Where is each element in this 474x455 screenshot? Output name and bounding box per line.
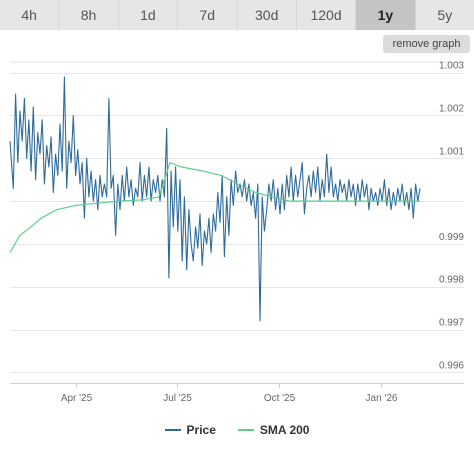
legend-item-sma-200[interactable]: SMA 200: [237, 423, 310, 437]
tab-1y[interactable]: 1y: [356, 0, 416, 30]
y-tick-label: 0.998: [439, 275, 464, 286]
x-tick-label: Oct '25: [264, 393, 296, 404]
chart-gridlines: [10, 61, 464, 384]
y-tick-label: 0.997: [439, 318, 464, 329]
y-tick-label: 0.999: [439, 232, 464, 243]
legend-swatch-price: [164, 429, 181, 431]
x-axis-ticks: Apr '25 Jul '25 Oct '25 Jan '26: [61, 383, 398, 404]
y-tick-label: 1.001: [439, 146, 464, 157]
tab-5y[interactable]: 5y: [437, 7, 453, 23]
price-chart: 0.996 0.997 0.998 0.999 1.001 1.002 1.003 Apr …: [9, 61, 464, 404]
tab-4h[interactable]: 4h: [0, 0, 60, 30]
x-tick-label: Jan '26: [366, 393, 398, 404]
y-tick-label: 0.996: [439, 360, 464, 371]
y-tick-label: 1.002: [439, 104, 464, 115]
tab-30d[interactable]: 30d: [238, 0, 297, 30]
legend-item-price[interactable]: Price: [164, 423, 216, 437]
tab-1d[interactable]: 1d: [119, 0, 179, 30]
legend-label-sma-200: SMA 200: [259, 423, 310, 437]
chart-series: [9, 76, 421, 322]
chart-legend: Price SMA 200: [0, 420, 474, 440]
tab-120d[interactable]: 120d: [297, 0, 357, 30]
tab-8h[interactable]: 8h: [59, 0, 119, 30]
x-tick-label: Jul '25: [163, 393, 192, 404]
remove-graph-button[interactable]: remove graph: [383, 35, 470, 53]
x-tick-label: Apr '25: [61, 393, 93, 404]
legend-swatch-sma-200: [237, 429, 254, 431]
tab-7d[interactable]: 7d: [178, 0, 238, 30]
y-tick-label: 1.003: [439, 61, 464, 72]
legend-label-price: Price: [186, 423, 216, 437]
y-axis-tick-labels: 0.996 0.997 0.998 0.999 1.001 1.002 1.003: [439, 61, 464, 372]
time-range-tabs: 4h 8h 1d 7d 30d 120d 1y 5y: [0, 0, 474, 30]
sma-200-series-line: [9, 162, 420, 253]
price-series-line: [9, 76, 421, 322]
